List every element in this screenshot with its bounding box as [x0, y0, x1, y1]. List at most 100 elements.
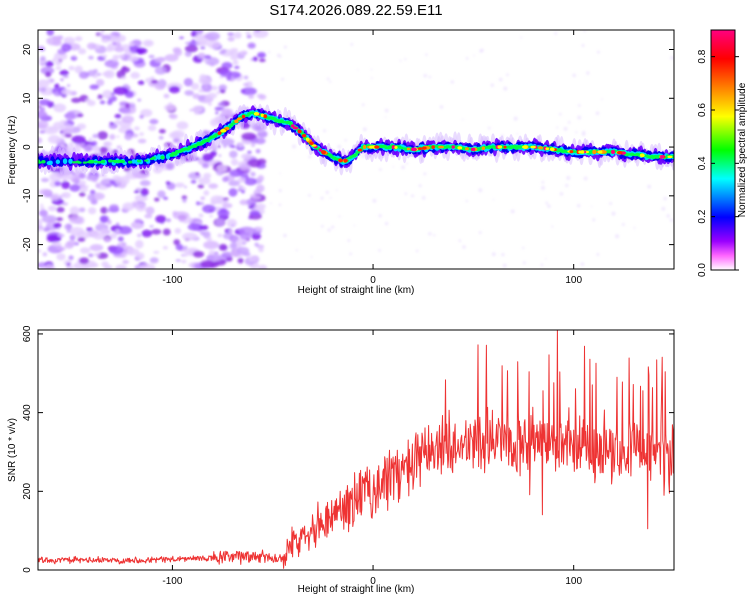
noise-speck: [230, 55, 239, 61]
noise-speck: [230, 158, 239, 166]
noise-speck: [110, 232, 118, 239]
noise-speck: [237, 188, 243, 192]
noise-speck: [540, 263, 544, 267]
noise-speck: [99, 146, 108, 154]
noise-speck: [55, 60, 62, 66]
noise-speck: [198, 177, 211, 185]
noise-speck: [577, 204, 581, 208]
noise-speck: [165, 181, 171, 185]
noise-speck: [57, 227, 60, 231]
noise-speck: [172, 210, 178, 216]
figure-title: S174.2026.089.22.59.E11: [269, 2, 442, 19]
noise-speck: [87, 193, 95, 201]
noise-speck: [51, 172, 57, 176]
noise-speck: [201, 58, 209, 62]
ridge-blob: [131, 159, 136, 164]
ridge-hotspot: [481, 146, 486, 151]
ridge-hotspot: [406, 147, 411, 151]
noise-speck: [581, 43, 585, 47]
noise-speck: [349, 252, 352, 256]
noise-speck: [165, 162, 175, 171]
noise-speck: [214, 251, 219, 255]
noise-speck: [310, 256, 313, 259]
noise-speck: [55, 217, 64, 222]
noise-speck: [102, 54, 108, 59]
noise-speck: [196, 41, 203, 47]
noise-speck: [139, 205, 145, 209]
noise-speck: [54, 180, 62, 187]
noise-speck: [202, 153, 214, 162]
noise-speck: [75, 36, 83, 42]
noise-speck: [563, 126, 568, 131]
noise-speck: [278, 203, 282, 207]
ridge-blob: [205, 139, 210, 143]
noise-speck: [663, 196, 667, 201]
ridge-hotspot: [311, 144, 317, 147]
noise-speck: [40, 56, 46, 62]
noise-speck: [567, 120, 571, 124]
noise-speck: [42, 264, 56, 269]
noise-speck: [233, 32, 242, 39]
noise-speck: [86, 185, 89, 188]
noise-speck: [254, 30, 261, 33]
noise-speck: [580, 262, 585, 266]
noise-speck: [61, 43, 72, 52]
noise-speck: [216, 91, 220, 95]
noise-speck: [187, 223, 203, 231]
noise-speck: [592, 218, 596, 222]
noise-speck: [326, 77, 330, 81]
noise-speck: [583, 30, 586, 33]
noise-speck: [99, 215, 108, 224]
noise-speck: [164, 104, 176, 112]
noise-speck: [229, 150, 238, 159]
noise-speck: [97, 94, 103, 99]
ridge-blob: [55, 159, 61, 165]
noise-speck: [173, 48, 183, 57]
ridge-hotspot: [451, 145, 455, 149]
noise-speck: [278, 189, 282, 193]
noise-speck: [118, 107, 131, 114]
bottom-y-tick-label: 400: [22, 404, 33, 421]
noise-speck: [135, 47, 148, 55]
ridge-blob: [144, 159, 149, 162]
noise-speck: [195, 30, 204, 35]
noise-speck: [53, 91, 59, 97]
noise-speck: [178, 214, 187, 222]
noise-speck: [215, 218, 225, 227]
noise-speck: [168, 102, 173, 106]
noise-speck: [86, 227, 93, 232]
noise-speck: [503, 86, 508, 91]
noise-speck: [168, 113, 175, 118]
noise-speck: [230, 242, 237, 249]
noise-speck: [670, 55, 674, 60]
noise-speck: [206, 236, 213, 241]
ridge-blob: [71, 161, 77, 164]
ridge-blob: [245, 114, 250, 117]
noise-speck: [439, 105, 444, 109]
bottom-x-tick-label: 100: [565, 576, 582, 587]
noise-speck: [241, 190, 245, 194]
noise-speck: [74, 65, 83, 74]
noise-speck: [465, 57, 469, 60]
noise-speck: [119, 175, 130, 185]
noise-speck: [234, 65, 240, 69]
noise-speck: [209, 85, 218, 91]
noise-speck: [107, 100, 113, 105]
ridge-hotspot: [470, 147, 476, 152]
noise-speck: [73, 55, 77, 58]
noise-speck: [69, 184, 81, 192]
noise-speck: [154, 197, 160, 202]
noise-speck: [200, 46, 206, 50]
noise-speck: [248, 94, 255, 99]
noise-speck: [370, 68, 373, 71]
noise-speck: [139, 114, 144, 119]
top-y-tick-label: -20: [22, 237, 33, 252]
ridge-blob: [655, 156, 660, 159]
noise-speck: [112, 41, 117, 46]
noise-speck: [583, 176, 588, 181]
noise-speck: [68, 255, 74, 261]
noise-speck: [229, 144, 235, 148]
noise-speck: [221, 203, 233, 209]
noise-speck: [251, 143, 256, 147]
noise-speck: [522, 261, 526, 265]
